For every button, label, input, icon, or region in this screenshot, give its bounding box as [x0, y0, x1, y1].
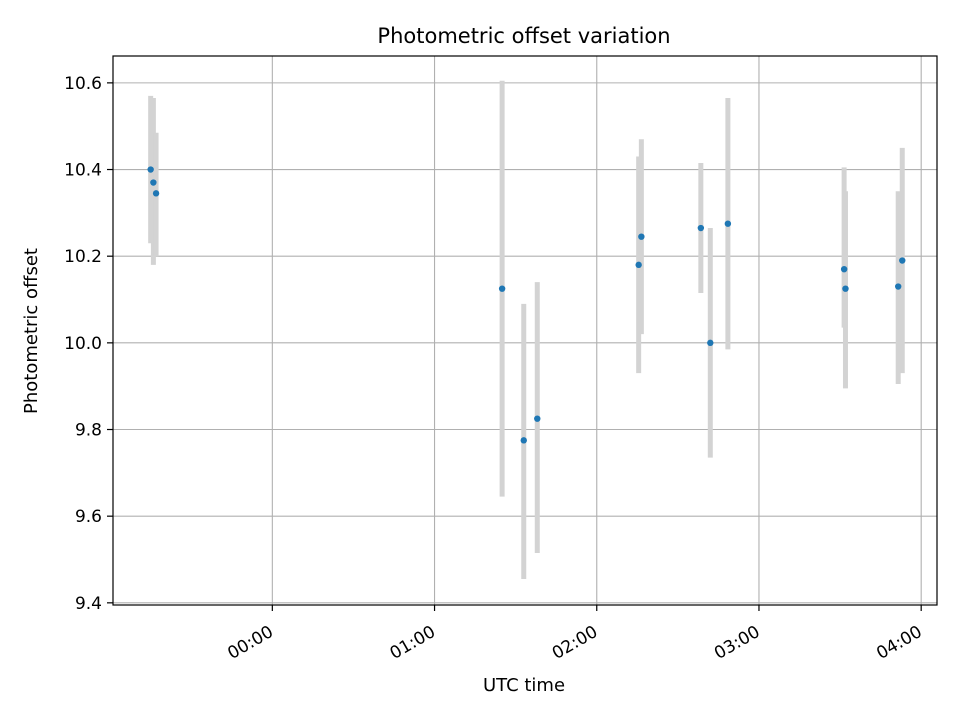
data-point — [840, 265, 848, 273]
y-tick-label: 10.0 — [64, 334, 102, 354]
data-point — [697, 224, 705, 232]
y-axis-ticks: 9.4 9.6 9.8 10.0 10.2 10.4 10.6 — [64, 74, 113, 614]
y-tick-label: 9.6 — [75, 507, 102, 527]
chart-title: Photometric offset variation — [377, 24, 670, 48]
x-axis-ticks: 00:00 01:00 02:00 03:00 04:00 — [224, 605, 926, 664]
y-tick-label: 9.8 — [75, 421, 102, 441]
data-point — [707, 339, 714, 347]
data-point — [147, 166, 154, 173]
data-points — [147, 166, 906, 444]
data-point — [724, 220, 732, 227]
data-point — [150, 179, 157, 186]
plot-frame — [112, 55, 938, 606]
data-point — [152, 190, 160, 197]
x-tick-label: 03:00 — [711, 622, 763, 664]
data-point — [534, 415, 541, 422]
grid-lines — [113, 56, 937, 605]
y-tick-label: 10.4 — [64, 161, 102, 181]
y-tick-label: 10.6 — [64, 74, 102, 94]
data-point — [842, 285, 849, 292]
x-tick-label: 00:00 — [224, 622, 276, 664]
y-tick-label: 9.4 — [75, 594, 102, 614]
x-tick-label: 02:00 — [549, 622, 601, 664]
data-point — [638, 233, 645, 240]
x-axis-label: UTC time — [483, 675, 565, 696]
data-point — [520, 437, 527, 444]
x-tick-label: 01:00 — [387, 622, 439, 664]
y-axis-label: Photometric offset — [21, 248, 42, 414]
data-point — [899, 257, 906, 264]
data-point — [895, 283, 902, 290]
y-tick-label: 10.2 — [64, 247, 102, 267]
x-tick-label: 04:00 — [873, 622, 925, 664]
data-point — [635, 261, 642, 269]
data-point — [498, 285, 506, 292]
